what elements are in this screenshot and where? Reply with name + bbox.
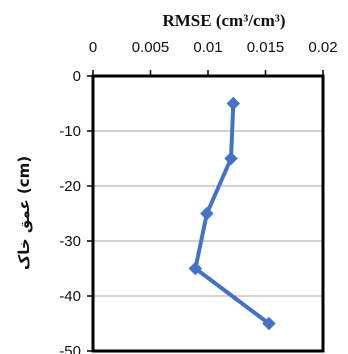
- data-point: [200, 206, 214, 221]
- y-tick-label: -30: [59, 233, 81, 250]
- y-tick-label: -10: [59, 123, 81, 140]
- y-tick-label: 0: [73, 68, 81, 85]
- x-tick-label: 0: [89, 39, 97, 56]
- plot-frame: [91, 74, 325, 353]
- x-tick-label: 0.01: [193, 39, 222, 56]
- data-point: [224, 151, 238, 166]
- x-tick-label: 0.015: [247, 39, 285, 56]
- data-point: [262, 316, 276, 331]
- y-tick-label: -50: [59, 343, 81, 354]
- x-tick-label: 0.02: [308, 39, 337, 56]
- x-tick-label: 0.005: [132, 39, 170, 56]
- y-tick-label: -40: [59, 288, 81, 305]
- y-axis-title: عمق خاک (cm): [15, 156, 33, 270]
- data-point: [226, 96, 241, 111]
- x-axis-title: RMSE (cm³/cm³): [162, 11, 285, 30]
- data-point: [188, 261, 203, 276]
- y-tick-label: -20: [59, 178, 81, 195]
